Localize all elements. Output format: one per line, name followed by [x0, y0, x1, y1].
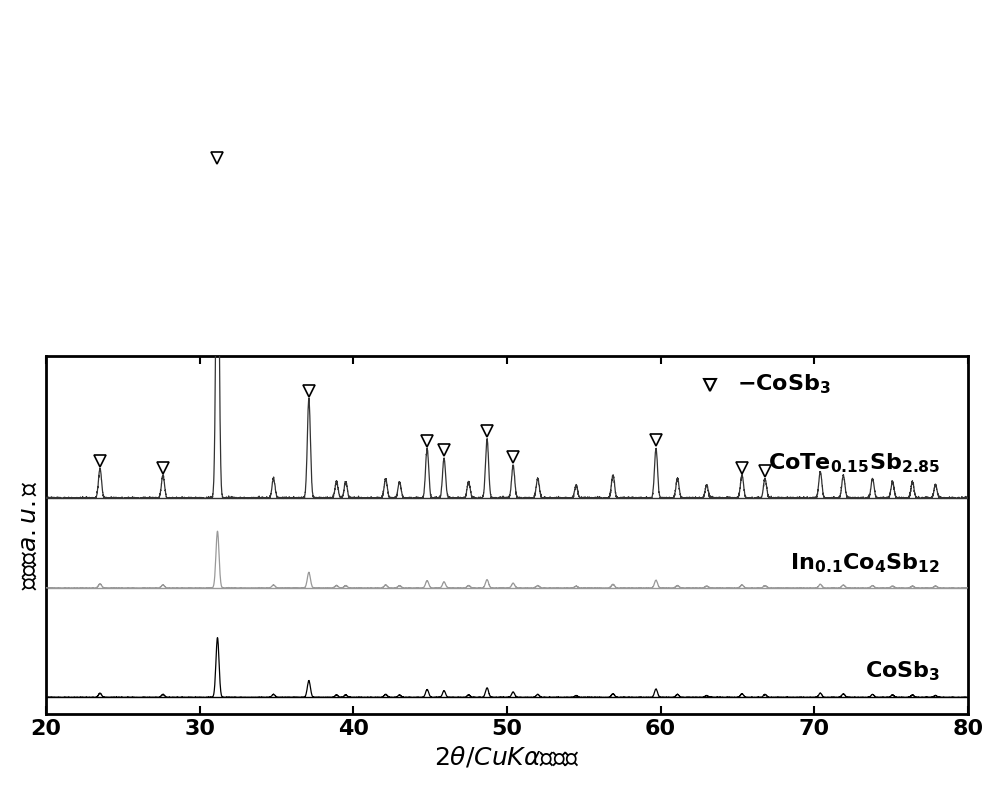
Text: $\mathbf{CoTe_{0.15}Sb_{2.85}}$: $\mathbf{CoTe_{0.15}Sb_{2.85}}$ — [768, 451, 940, 475]
Text: $\mathbf{-CoSb_3}$: $\mathbf{-CoSb_3}$ — [737, 373, 831, 396]
Text: $\mathbf{In_{0.1}Co_4Sb_{12}}$: $\mathbf{In_{0.1}Co_4Sb_{12}}$ — [790, 552, 940, 575]
Y-axis label: 强度（$a.u.$）: 强度（$a.u.$） — [17, 480, 41, 590]
Text: $\mathbf{CoSb_3}$: $\mathbf{CoSb_3}$ — [865, 659, 940, 683]
X-axis label: $2\theta/CuK\alpha$（度）: $2\theta/CuK\alpha$（度） — [434, 744, 580, 769]
